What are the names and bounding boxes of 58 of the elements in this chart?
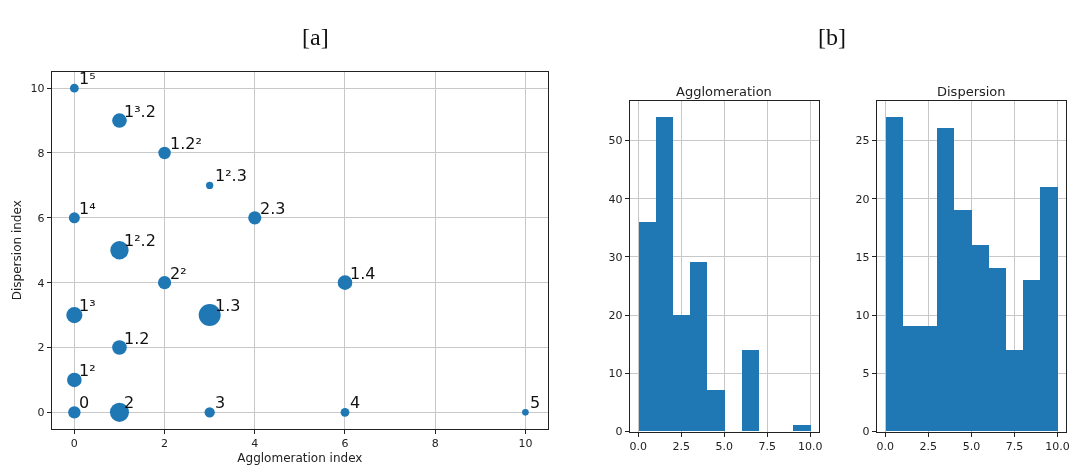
annotation: 1³.2 (124, 102, 156, 121)
annotation: 1³ (79, 296, 96, 315)
annotation: 4 (350, 393, 361, 412)
annotation: 1.4 (350, 264, 376, 283)
x-tick-label: 5.0 (962, 439, 981, 453)
x-tick-label: 2.5 (919, 439, 938, 453)
x-tick-label: 5.0 (715, 439, 734, 453)
annotation: 2 (124, 393, 135, 412)
y-tick-label: 0 (615, 425, 623, 439)
annotation: 1⁴ (79, 199, 96, 218)
annotation: 1².3 (215, 166, 247, 185)
y-axis-title: Dispersion index (9, 200, 24, 301)
annotation: 1.3 (215, 296, 241, 315)
x-tick-label: 8 (431, 436, 439, 450)
y-tick-label: 30 (608, 250, 623, 264)
y-tick-label: 40 (608, 192, 623, 206)
annotation: 1.2² (170, 134, 202, 153)
annotation: 2² (170, 264, 187, 283)
x-tick-label: 2 (161, 436, 169, 450)
x-tick-label: 0.0 (876, 439, 895, 453)
x-tick-label: 0 (70, 436, 78, 450)
text: [b] (818, 24, 846, 50)
x-axis-title: Agglomeration index (237, 450, 363, 465)
y-tick-label: 20 (855, 192, 870, 206)
x-tick-label: 7.5 (758, 439, 777, 453)
x-tick-label: 7.5 (1005, 439, 1024, 453)
y-tick-label: 10 (855, 308, 870, 322)
annotation: 1⁵ (79, 69, 96, 88)
y-tick-label: 2 (37, 341, 45, 355)
chart-title: [a] (302, 24, 329, 50)
y-tick-label: 50 (608, 134, 623, 148)
y-tick-label: 15 (855, 250, 870, 264)
annotation: 0 (79, 393, 90, 412)
y-tick-label: 4 (37, 276, 45, 290)
x-tick-label: 6 (341, 436, 349, 450)
x-tick-label: 10.0 (1045, 439, 1070, 453)
annotation: 1².2 (124, 231, 156, 250)
y-tick-label: 8 (37, 146, 45, 160)
annotation: 1.2 (124, 329, 150, 348)
y-tick-label: 10 (30, 81, 45, 95)
x-tick-label: 10 (518, 436, 533, 450)
chart-title: Agglomeration (676, 84, 772, 99)
x-tick-label: 2.5 (672, 439, 691, 453)
annotation: 5 (530, 393, 541, 412)
x-tick-label: 10.0 (798, 439, 823, 453)
y-tick-label: 5 (862, 367, 870, 381)
annotation: 1² (79, 361, 96, 380)
x-tick-label: 0.0 (629, 439, 647, 453)
chart-title: Dispersion (937, 84, 1006, 99)
x-tick-label: 4 (251, 436, 259, 450)
y-tick-label: 10 (608, 367, 623, 381)
annotation: 2.3 (260, 199, 286, 218)
y-tick-label: 20 (608, 308, 623, 322)
y-tick-label: 25 (855, 134, 870, 148)
y-tick-label: 6 (37, 211, 45, 225)
y-tick-label: 0 (862, 425, 870, 439)
annotation: 3 (215, 393, 226, 412)
y-tick-label: 0 (37, 406, 45, 420)
